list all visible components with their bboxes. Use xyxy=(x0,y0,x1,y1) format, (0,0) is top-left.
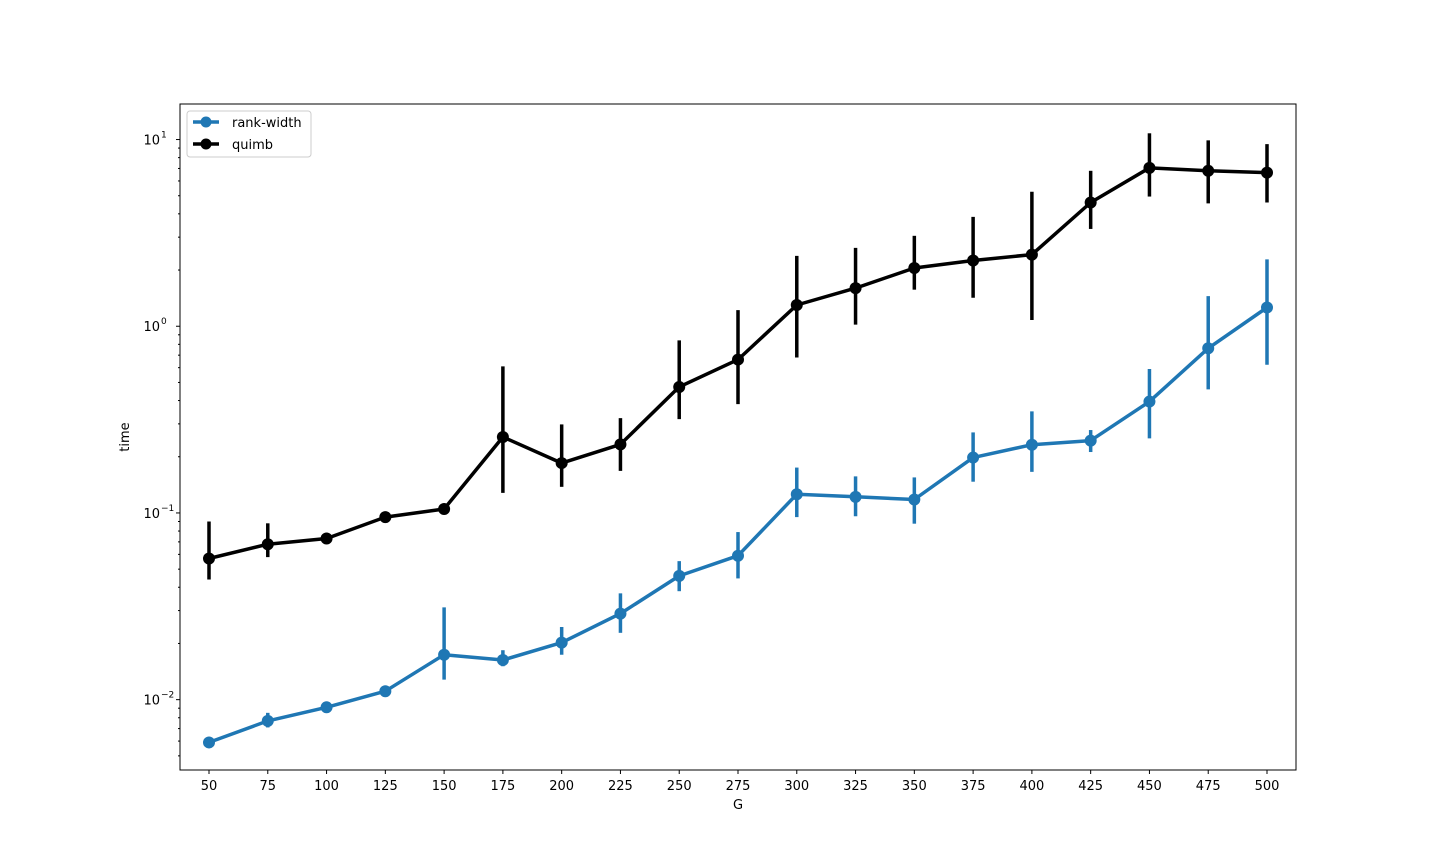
data-point xyxy=(496,431,509,444)
y-axis-label: time xyxy=(118,422,133,451)
data-point xyxy=(261,714,274,727)
data-point xyxy=(379,685,392,698)
legend-label: rank-width xyxy=(232,116,302,131)
data-point xyxy=(1202,164,1215,177)
axes-layer: 50 75 100 125 150 175 200 225 250 275 300 325 350 375… xyxy=(143,131,1279,794)
data-point xyxy=(614,607,627,620)
data-point xyxy=(555,457,568,470)
data-point xyxy=(320,701,333,714)
data-point xyxy=(790,488,803,501)
data-point xyxy=(261,538,274,551)
data-point xyxy=(1143,161,1156,174)
x-tick-label: 450 xyxy=(1137,779,1162,794)
data-point xyxy=(732,549,744,562)
data-point xyxy=(496,654,509,667)
x-tick-label: 125 xyxy=(373,779,398,794)
data-point xyxy=(1025,438,1038,451)
y-tick-label: 10 xyxy=(143,134,160,149)
data-point xyxy=(732,353,744,366)
data-point xyxy=(673,380,686,393)
data-point xyxy=(1025,248,1038,261)
data-point xyxy=(967,254,980,267)
x-tick-label: 500 xyxy=(1255,779,1280,794)
legend: rank-width quimb xyxy=(186,110,312,158)
legend-swatch-marker xyxy=(200,138,212,150)
x-tick-label: 375 xyxy=(961,779,986,794)
data-point xyxy=(379,511,392,524)
x-tick-label: 75 xyxy=(260,779,277,794)
series-1 xyxy=(203,259,1273,749)
data-point xyxy=(614,438,627,451)
data-point xyxy=(1202,342,1215,355)
data-point xyxy=(1143,395,1156,408)
data-point xyxy=(849,490,862,503)
data-point xyxy=(1261,301,1273,314)
data-point xyxy=(203,552,215,565)
x-tick-label: 200 xyxy=(549,779,574,794)
data-point xyxy=(555,636,568,649)
legend-label: quimb xyxy=(232,138,273,153)
x-tick-label: 100 xyxy=(314,779,339,794)
x-tick-label: 475 xyxy=(1196,779,1221,794)
x-tick-label: 225 xyxy=(608,779,633,794)
series-2 xyxy=(203,133,1273,580)
y-tick-exponent: 1 xyxy=(161,131,167,141)
data-point xyxy=(908,493,921,506)
x-tick-label: 400 xyxy=(1019,779,1044,794)
data-point xyxy=(908,262,921,275)
series-layer xyxy=(203,133,1273,749)
x-tick-label: 250 xyxy=(667,779,692,794)
x-tick-label: 325 xyxy=(843,779,868,794)
data-point xyxy=(438,502,451,515)
data-point xyxy=(849,282,862,295)
x-tick-label: 350 xyxy=(902,779,927,794)
x-axis-label: G xyxy=(733,798,743,813)
legend-swatch-marker xyxy=(200,116,212,128)
data-point xyxy=(967,451,980,464)
data-point xyxy=(1261,166,1273,179)
data-point xyxy=(1084,434,1097,447)
x-tick-label: 300 xyxy=(784,779,809,794)
data-point xyxy=(203,736,215,749)
y-tick-exponent: 0 xyxy=(161,317,167,327)
data-point xyxy=(438,648,451,661)
y-tick-label: 10 xyxy=(143,320,160,335)
y-tick-label: 10 xyxy=(143,507,160,522)
y-tick-exponent: −2 xyxy=(161,691,174,701)
data-point xyxy=(673,569,686,582)
x-tick-label: 50 xyxy=(201,779,218,794)
x-tick-label: 150 xyxy=(432,779,457,794)
y-tick-exponent: −1 xyxy=(161,504,174,514)
data-point xyxy=(320,532,333,545)
x-tick-label: 275 xyxy=(726,779,751,794)
data-point xyxy=(1084,196,1097,209)
x-tick-label: 175 xyxy=(490,779,515,794)
data-point xyxy=(790,298,803,311)
x-tick-label: 425 xyxy=(1078,779,1103,794)
y-tick-label: 10 xyxy=(143,694,160,709)
